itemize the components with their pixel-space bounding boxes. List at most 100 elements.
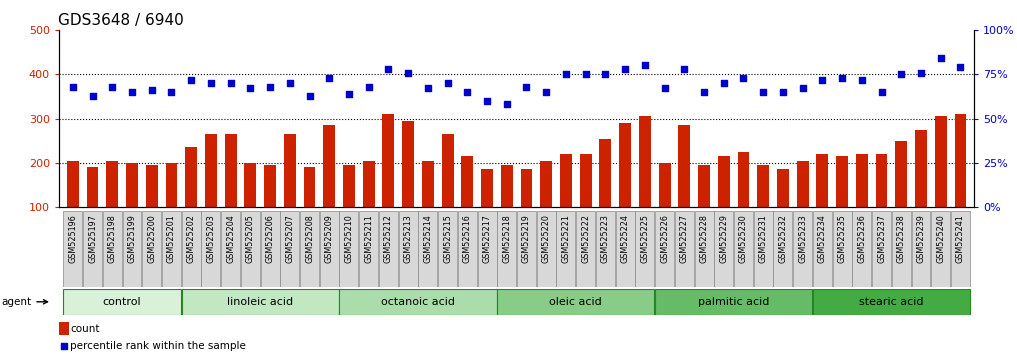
Bar xyxy=(517,211,536,287)
Point xyxy=(578,72,594,77)
Point xyxy=(301,93,317,98)
Text: GSM525226: GSM525226 xyxy=(660,215,669,263)
Point xyxy=(143,87,160,93)
Point xyxy=(775,89,791,95)
Point xyxy=(321,75,338,81)
Text: GSM525207: GSM525207 xyxy=(286,215,294,263)
Bar xyxy=(145,165,158,207)
Bar xyxy=(636,211,654,287)
Bar xyxy=(599,138,611,207)
Point xyxy=(65,84,81,90)
Bar xyxy=(813,289,970,315)
Bar xyxy=(695,211,714,287)
Bar xyxy=(284,134,296,207)
Text: GSM525220: GSM525220 xyxy=(542,215,551,263)
Point xyxy=(439,80,456,86)
Bar xyxy=(462,156,473,207)
Text: GSM525237: GSM525237 xyxy=(877,215,886,263)
Bar xyxy=(300,211,319,287)
Point xyxy=(815,77,831,82)
Point xyxy=(933,56,949,61)
Bar xyxy=(915,130,926,207)
Point xyxy=(56,343,71,349)
Point xyxy=(617,66,634,72)
Text: GSM525240: GSM525240 xyxy=(937,215,945,263)
Point xyxy=(656,86,672,91)
Text: GSM525219: GSM525219 xyxy=(522,215,531,263)
Bar xyxy=(932,211,950,287)
Text: GSM525197: GSM525197 xyxy=(88,215,97,263)
Text: GSM525230: GSM525230 xyxy=(739,215,747,263)
Bar xyxy=(714,211,733,287)
Text: linoleic acid: linoleic acid xyxy=(227,297,293,307)
Bar xyxy=(67,161,78,207)
Bar xyxy=(399,211,418,287)
Text: octanoic acid: octanoic acid xyxy=(381,297,455,307)
Point xyxy=(735,75,752,81)
Bar xyxy=(895,141,907,207)
Point xyxy=(498,102,515,107)
Text: stearic acid: stearic acid xyxy=(859,297,923,307)
Point xyxy=(202,80,219,86)
Bar xyxy=(540,161,552,207)
Bar xyxy=(441,134,454,207)
Bar xyxy=(182,211,200,287)
Bar xyxy=(281,211,299,287)
Bar xyxy=(481,170,493,207)
Text: GSM525205: GSM525205 xyxy=(246,215,255,263)
Text: GSM525216: GSM525216 xyxy=(463,215,472,263)
Bar xyxy=(166,163,177,207)
Point xyxy=(597,72,613,77)
Text: GSM525206: GSM525206 xyxy=(265,215,275,263)
Bar xyxy=(955,114,966,207)
Bar xyxy=(63,211,82,287)
Point xyxy=(538,89,554,95)
Bar xyxy=(244,163,256,207)
Bar xyxy=(619,123,631,207)
Bar xyxy=(126,163,138,207)
Point xyxy=(696,89,712,95)
Text: GSM525231: GSM525231 xyxy=(759,215,768,263)
Bar xyxy=(340,211,358,287)
Bar xyxy=(185,147,197,207)
Text: GSM525232: GSM525232 xyxy=(778,215,787,263)
Text: GSM525204: GSM525204 xyxy=(226,215,235,263)
Bar xyxy=(382,114,395,207)
Bar xyxy=(379,211,398,287)
Bar xyxy=(556,211,576,287)
Bar xyxy=(363,161,374,207)
Point xyxy=(519,84,535,90)
Text: percentile rank within the sample: percentile rank within the sample xyxy=(70,341,246,351)
Text: GSM525211: GSM525211 xyxy=(364,215,373,263)
Text: GSM525208: GSM525208 xyxy=(305,215,314,263)
Bar xyxy=(205,134,217,207)
Bar xyxy=(260,211,280,287)
Text: agent: agent xyxy=(1,297,48,307)
Point xyxy=(420,86,436,91)
Bar xyxy=(734,211,753,287)
Text: GSM525212: GSM525212 xyxy=(383,215,393,263)
Bar xyxy=(615,211,635,287)
Text: GSM525239: GSM525239 xyxy=(916,215,925,263)
Bar xyxy=(935,116,947,207)
Text: GSM525229: GSM525229 xyxy=(719,215,728,263)
Bar xyxy=(639,116,651,207)
Text: GSM525198: GSM525198 xyxy=(108,215,117,263)
Text: GSM525241: GSM525241 xyxy=(956,215,965,263)
Bar xyxy=(458,211,477,287)
Point xyxy=(361,84,377,90)
Point xyxy=(262,84,279,90)
Text: oleic acid: oleic acid xyxy=(549,297,602,307)
Bar xyxy=(580,154,592,207)
Bar xyxy=(675,211,694,287)
Bar xyxy=(596,211,615,287)
Text: GSM525215: GSM525215 xyxy=(443,215,453,263)
Bar xyxy=(359,211,378,287)
Bar xyxy=(758,165,769,207)
Text: GDS3648 / 6940: GDS3648 / 6940 xyxy=(58,12,184,28)
Point xyxy=(755,89,771,95)
Text: GSM525225: GSM525225 xyxy=(641,215,650,263)
Bar xyxy=(343,165,355,207)
Bar xyxy=(836,156,848,207)
Bar xyxy=(497,289,654,315)
